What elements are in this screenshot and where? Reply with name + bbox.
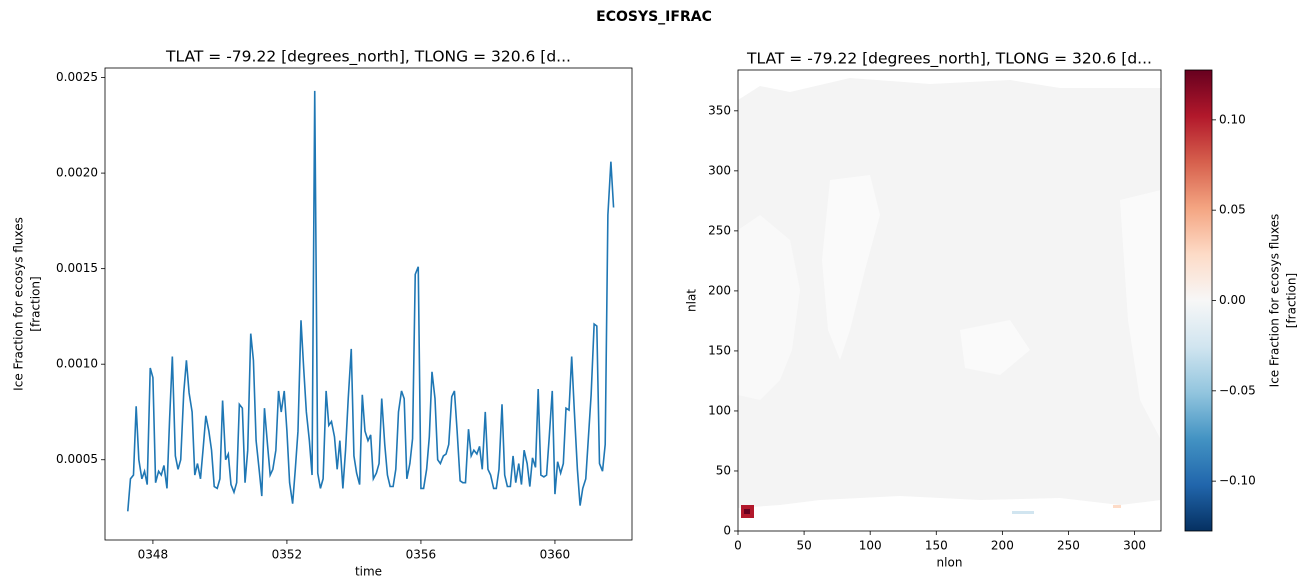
x-tick-label: 0356 [406, 548, 437, 562]
y-tick-label: 150 [708, 343, 731, 357]
x-tick-label: 300 [1123, 539, 1146, 553]
y-tick-label: 0.0010 [56, 357, 98, 371]
y-axis-label: Ice Fraction for ecosys fluxes [12, 217, 26, 391]
y-tick-label: 350 [708, 103, 731, 117]
land [738, 496, 1161, 531]
y-tick-label: 250 [708, 223, 731, 237]
colorbar-tick-label: 0.00 [1219, 293, 1246, 307]
chart-title: TLAT = -79.22 [degrees_north], TLONG = 3… [746, 50, 1152, 69]
colorbar-label: [fraction] [1285, 273, 1299, 328]
x-tick-label: 250 [1057, 539, 1080, 553]
y-tick-label: 0.0015 [56, 261, 98, 275]
land [1120, 190, 1161, 440]
colorbar-tick-label: −0.05 [1219, 383, 1256, 397]
y-tick-label: 0.0025 [56, 70, 98, 84]
y-tick-label: 50 [716, 463, 731, 477]
x-tick-label: 200 [991, 539, 1014, 553]
y-axis-label: nlat [685, 289, 699, 312]
anomaly [1113, 505, 1121, 508]
y-tick-label: 200 [708, 283, 731, 297]
y-tick-label: 0.0005 [56, 452, 98, 466]
y-tick-label: 300 [708, 163, 731, 177]
colorbar [1185, 70, 1212, 531]
land [822, 175, 880, 360]
x-tick-label: 0348 [138, 548, 169, 562]
colorbar-tick-label: −0.10 [1219, 474, 1256, 488]
plot-frame [737, 69, 1162, 532]
y-tick-label: 0 [723, 524, 731, 538]
x-axis-label: time [355, 565, 382, 579]
colorbar-tick-label: 0.05 [1219, 203, 1246, 217]
line-series [126, 90, 615, 512]
land [960, 320, 1030, 375]
colorbar-tick-label: 0.10 [1219, 112, 1246, 126]
y-tick-label: 100 [708, 403, 731, 417]
x-axis-label: nlon [937, 556, 963, 570]
anomaly [1012, 511, 1034, 514]
y-axis-label: [fraction] [29, 276, 43, 331]
anomaly [744, 509, 750, 514]
x-tick-label: 0352 [272, 548, 303, 562]
land [738, 215, 800, 400]
x-tick-label: 0 [734, 539, 742, 553]
x-tick-label: 150 [925, 539, 948, 553]
x-tick-label: 50 [796, 539, 811, 553]
x-tick-label: 100 [859, 539, 882, 553]
ocean [738, 70, 1161, 531]
chart-title: TLAT = -79.22 [degrees_north], TLONG = 3… [165, 48, 571, 67]
plot-frame [104, 67, 633, 541]
map-field [738, 70, 1161, 531]
land [738, 70, 1161, 100]
colorbar-label: Ice Fraction for ecosys fluxes [1268, 214, 1282, 388]
y-tick-label: 0.0020 [56, 166, 98, 180]
x-tick-label: 0360 [540, 548, 571, 562]
figure-title: ECOSYS_IFRAC [596, 9, 712, 25]
